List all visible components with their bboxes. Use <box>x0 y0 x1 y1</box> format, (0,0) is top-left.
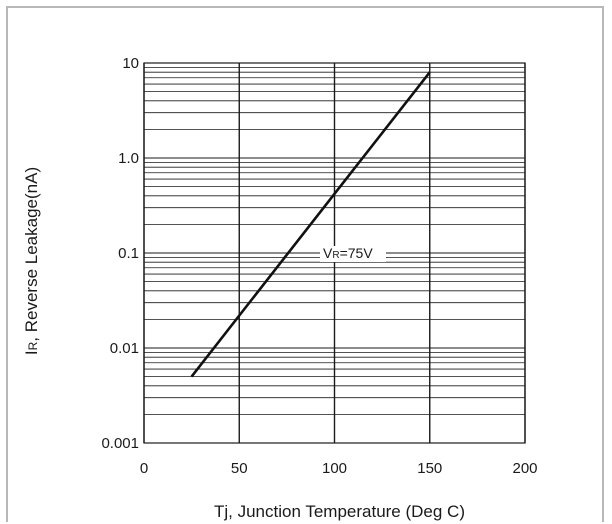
y-tick-label: 1.0 <box>118 150 139 167</box>
series-label-text: VR=75V <box>323 245 373 261</box>
x-axis-label: Tj, Junction Temperature (Deg C) <box>214 502 465 521</box>
y-axis-label: IR, Reverse Leakage(nA) <box>22 167 41 355</box>
y-tick-label: 0.1 <box>118 245 139 262</box>
chart-frame <box>6 6 604 522</box>
plot-area <box>143 62 526 444</box>
y-tick-labels: 0.001 0.01 0.1 1.0 10 <box>101 55 139 452</box>
y-tick-label: 0.01 <box>110 340 139 357</box>
series-label-background <box>320 246 386 262</box>
x-tick-label: 100 <box>322 460 347 477</box>
x-tick-label: 0 <box>140 460 148 477</box>
series-label-vr: VR=75V <box>320 245 386 262</box>
y-tick-label: 10 <box>122 55 139 72</box>
x-tick-label: 150 <box>417 460 442 477</box>
series-line <box>190 71 431 378</box>
x-tick-labels: 0 50 100 150 200 <box>140 460 538 477</box>
x-tick-label: 200 <box>512 460 537 477</box>
x-tick-label: 50 <box>231 460 248 477</box>
y-tick-label: 0.001 <box>101 435 139 452</box>
